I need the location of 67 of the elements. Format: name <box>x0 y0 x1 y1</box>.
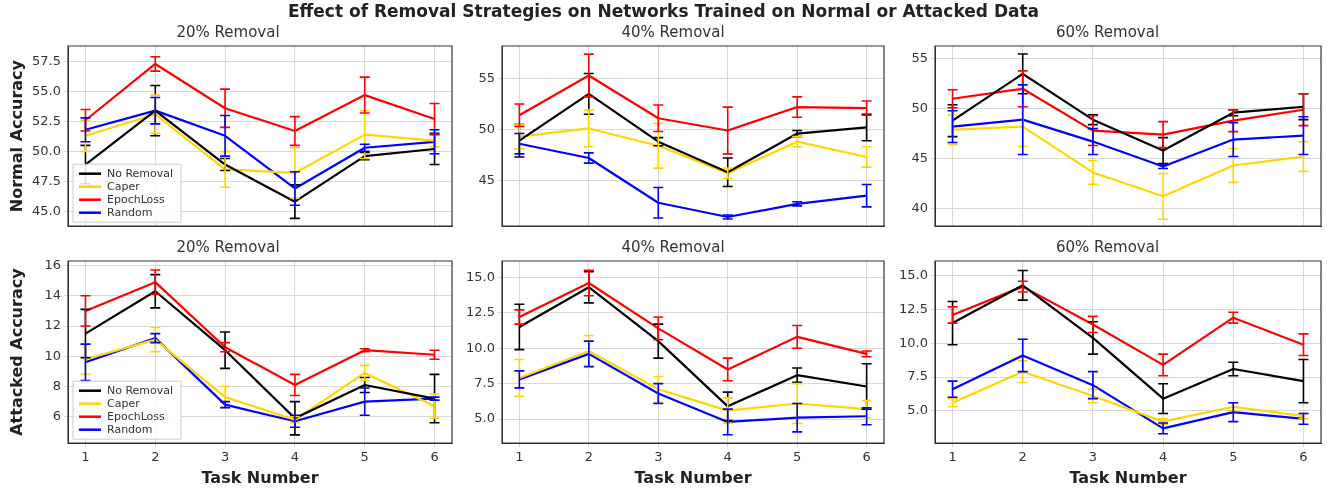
y-tick-label: 5.0 <box>474 410 495 426</box>
y-tick-label: 47.5 <box>32 172 61 188</box>
legend-label: EpochLoss <box>107 409 166 423</box>
y-tick-label: 15.0 <box>466 268 495 284</box>
x-tick-label: 3 <box>220 449 230 465</box>
x-tick-label: 6 <box>430 449 439 465</box>
chart-title: 40% Removal <box>621 237 725 256</box>
x-tick-label: 6 <box>1299 449 1308 465</box>
x-axis-title: Task Number <box>201 467 319 487</box>
y-tick-label: 45 <box>478 171 495 187</box>
y-tick-label: 5.0 <box>907 402 928 418</box>
y-tick-label: 55.0 <box>32 82 61 98</box>
legend-label: Random <box>107 205 153 219</box>
y-tick-label: 10.0 <box>899 334 928 350</box>
y-tick-label: 55 <box>911 50 928 66</box>
y-tick-label: 12.5 <box>899 300 928 316</box>
x-axis-title: Task Number <box>1069 467 1187 487</box>
y-tick-label: 10.0 <box>466 339 495 355</box>
y-tick-label: 45.0 <box>32 202 61 218</box>
chart-title: 40% Removal <box>621 22 725 41</box>
y-tick-label: 6 <box>52 408 61 424</box>
y-tick-label: 50 <box>911 100 928 116</box>
y-axis-title: Normal Accuracy <box>6 59 26 213</box>
chart-title: 60% Removal <box>1055 237 1160 256</box>
x-tick-label: 3 <box>1088 449 1098 465</box>
x-tick-label: 2 <box>151 449 160 465</box>
y-tick-label: 15.0 <box>899 267 928 283</box>
legend-label: EpochLoss <box>107 192 166 206</box>
x-tick-label: 5 <box>1229 449 1238 465</box>
x-tick-label: 2 <box>584 449 593 465</box>
x-tick-label: 1 <box>515 449 524 465</box>
y-tick-label: 50.0 <box>32 142 61 158</box>
y-tick-label: 8 <box>52 377 61 393</box>
x-axis-title: Task Number <box>634 467 752 487</box>
x-tick-label: 5 <box>360 449 369 465</box>
y-tick-label: 45 <box>911 149 928 165</box>
y-tick-label: 52.5 <box>32 112 61 128</box>
x-tick-label: 2 <box>1018 449 1027 465</box>
x-tick-label: 4 <box>290 449 300 465</box>
x-tick-label: 1 <box>81 449 90 465</box>
x-tick-label: 4 <box>1158 449 1168 465</box>
legend-label: Random <box>107 422 153 436</box>
y-tick-label: 14 <box>44 287 61 303</box>
chart-title: 60% Removal <box>1055 22 1160 41</box>
y-tick-label: 50 <box>478 120 495 136</box>
y-axis-title: Attacked Accuracy <box>6 267 26 436</box>
legend-label: Caper <box>107 179 141 193</box>
legend-label: Caper <box>107 396 141 410</box>
y-tick-label: 16 <box>44 256 61 272</box>
x-tick-label: 4 <box>723 449 732 465</box>
x-tick-label: 1 <box>948 449 957 465</box>
x-tick-label: 5 <box>793 449 802 465</box>
y-tick-label: 7.5 <box>474 375 495 391</box>
chart-title: 20% Removal <box>176 22 280 41</box>
chart-title: 20% Removal <box>176 237 280 256</box>
x-tick-label: 6 <box>862 449 871 465</box>
y-tick-label: 10 <box>44 347 61 363</box>
x-tick-label: 3 <box>654 449 663 465</box>
y-tick-label: 55 <box>478 69 495 85</box>
text: Effect of Removal Strategies on Networks Trained on Normal or Attacked Data <box>286 0 1041 22</box>
legend-label: No Removal <box>107 166 174 180</box>
y-tick-label: 40 <box>911 199 928 215</box>
y-tick-label: 12.5 <box>466 304 495 320</box>
y-tick-label: 12 <box>44 317 61 333</box>
y-tick-label: 7.5 <box>907 368 928 384</box>
legend-label: No Removal <box>107 383 174 397</box>
y-tick-label: 57.5 <box>32 52 61 68</box>
